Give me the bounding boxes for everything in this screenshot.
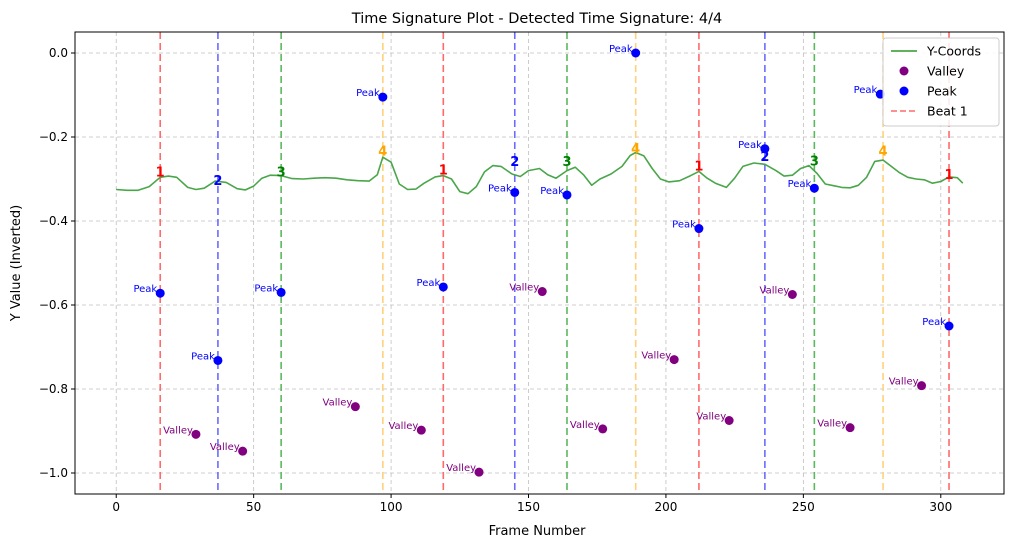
beat-label: 3 <box>562 155 571 170</box>
valley-label: Valley <box>210 442 240 453</box>
legend-label: Valley <box>927 64 965 79</box>
peak-label: Peak <box>609 44 633 55</box>
beat-label: 4 <box>879 145 888 160</box>
peak-label: Peak <box>854 85 878 96</box>
valley-label: Valley <box>509 283 539 294</box>
valley-label: Valley <box>817 419 847 430</box>
x-tick-label: 300 <box>929 500 952 514</box>
valley-marker <box>917 381 927 391</box>
x-tick-label: 200 <box>654 500 677 514</box>
x-tick-label: 50 <box>246 500 261 514</box>
valley-label: Valley <box>696 412 726 423</box>
peak-marker <box>760 144 770 154</box>
peak-label: Peak <box>922 317 946 328</box>
legend-marker-swatch <box>899 66 909 76</box>
beat-label: 1 <box>156 166 165 181</box>
peak-label: Peak <box>488 183 512 194</box>
x-tick-label: 0 <box>112 500 120 514</box>
beat-label: 4 <box>631 142 640 157</box>
beat-lines <box>159 32 950 494</box>
plot-frame <box>74 31 1005 495</box>
peak-marker <box>378 92 388 102</box>
y-tick-label: 0.0 <box>49 46 68 60</box>
peak-label: Peak <box>191 351 215 362</box>
y-tick-label: −0.6 <box>39 298 68 312</box>
y-coords-series <box>116 151 964 195</box>
peak-label: Peak <box>672 220 696 231</box>
peak-valley-markers: Peak Peak Peak Peak Peak Peak Peak Peak Peak Peak… <box>133 44 954 477</box>
valley-label: Valley <box>570 420 600 431</box>
valley-marker <box>238 446 248 456</box>
x-tick-label: 150 <box>517 500 540 514</box>
y-axis-label: Y Value (Inverted) <box>9 205 24 323</box>
y-tick-label: −1.0 <box>39 466 68 480</box>
beat-label: 2 <box>760 150 769 165</box>
peak-marker <box>809 183 819 193</box>
y-tick-label: −0.4 <box>39 214 68 228</box>
peak-marker <box>631 48 641 58</box>
peak-label: Peak <box>356 88 380 99</box>
legend-label: Beat 1 <box>927 104 968 119</box>
beat-label: 1 <box>945 168 954 183</box>
valley-marker <box>537 287 547 297</box>
valley-marker <box>787 290 797 299</box>
peak-marker <box>510 187 520 197</box>
valley-marker <box>416 425 426 435</box>
beat-label: 3 <box>277 166 286 181</box>
peak-label: Peak <box>738 140 762 151</box>
valley-label: Valley <box>641 351 671 362</box>
valley-label: Valley <box>760 286 790 297</box>
beat-label: 3 <box>810 154 819 169</box>
peak-marker <box>213 355 223 365</box>
valley-label: Valley <box>889 377 919 388</box>
grid <box>75 32 1004 494</box>
y-tick-label: −0.2 <box>39 130 68 144</box>
legend-marker-swatch <box>899 86 909 96</box>
valley-marker <box>669 355 679 365</box>
axes: 0 50 100 150 200 250 300 0.0 −0.2 −0.4 −0.6 −0.8 −1.… <box>39 46 952 514</box>
chart-title: Time Signature Plot - Detected Time Sign… <box>351 11 722 27</box>
legend-box <box>882 37 1000 127</box>
beat-label: 1 <box>694 159 703 174</box>
peak-marker <box>276 287 286 297</box>
beat-label: 4 <box>378 145 387 160</box>
peak-marker <box>562 190 572 200</box>
peak-label: Peak <box>417 278 441 289</box>
peak-marker <box>944 321 954 331</box>
x-tick-label: 250 <box>792 500 815 514</box>
beat-label: 2 <box>510 155 519 170</box>
x-axis-label: Frame Number <box>489 524 587 539</box>
legend: Y-Coords Valley Peak Beat 1 <box>882 37 1000 127</box>
y-tick-label: −0.8 <box>39 382 68 396</box>
valley-label: Valley <box>323 398 353 409</box>
valley-marker <box>474 467 484 477</box>
peak-label: Peak <box>254 283 278 294</box>
valley-label: Valley <box>446 463 476 474</box>
valley-marker <box>191 429 201 439</box>
peak-marker <box>694 224 704 234</box>
peak-marker <box>438 282 448 292</box>
valley-marker <box>724 416 734 425</box>
valley-label: Valley <box>163 425 193 436</box>
peak-marker <box>155 288 165 298</box>
legend-label: Peak <box>927 84 957 99</box>
beat-label: 1 <box>439 164 448 179</box>
valley-marker <box>350 402 360 412</box>
peak-label: Peak <box>540 186 564 197</box>
legend-label: Y-Coords <box>926 44 981 59</box>
beat-labels: 1 2 3 4 1 2 3 4 1 2 3 4 1 <box>156 142 954 189</box>
valley-marker <box>845 423 855 433</box>
peak-label: Peak <box>133 284 157 295</box>
y-coords-line <box>116 151 964 195</box>
valley-label: Valley <box>388 421 418 432</box>
valley-marker <box>598 424 608 434</box>
x-tick-label: 100 <box>380 500 403 514</box>
beat-label: 2 <box>213 174 222 189</box>
peak-label: Peak <box>788 179 812 190</box>
